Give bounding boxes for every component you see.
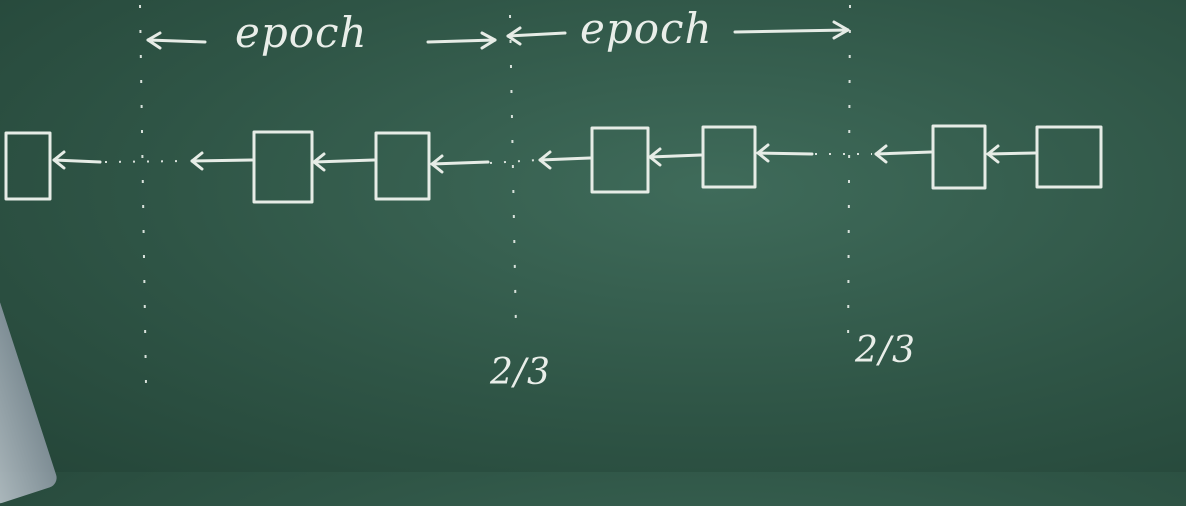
block-6	[1035, 125, 1103, 189]
epoch-label-2: epoch	[580, 4, 713, 53]
block-3	[590, 126, 650, 194]
gap-dots-1	[104, 160, 189, 163]
epoch-boundary-3	[847, 4, 851, 356]
block-0	[4, 131, 52, 201]
parent-arrows	[52, 143, 1037, 174]
epoch-label-1: epoch	[235, 8, 368, 57]
block-2	[374, 131, 431, 201]
gap-dots-2	[489, 159, 539, 164]
block-1	[252, 130, 314, 204]
threshold-label-1: 2/3	[490, 352, 551, 393]
chalkboard: epoch epoch 2/3 2/3	[0, 4, 1103, 506]
chain-diagram	[4, 4, 1103, 386]
threshold-label-2: 2/3	[855, 330, 916, 371]
epoch-span-1	[146, 31, 497, 50]
epoch-span-2	[506, 20, 850, 46]
block-5	[931, 124, 987, 190]
epoch-boundary-1	[139, 4, 147, 386]
epoch-boundary-2	[509, 14, 517, 331]
block-4	[701, 125, 757, 189]
